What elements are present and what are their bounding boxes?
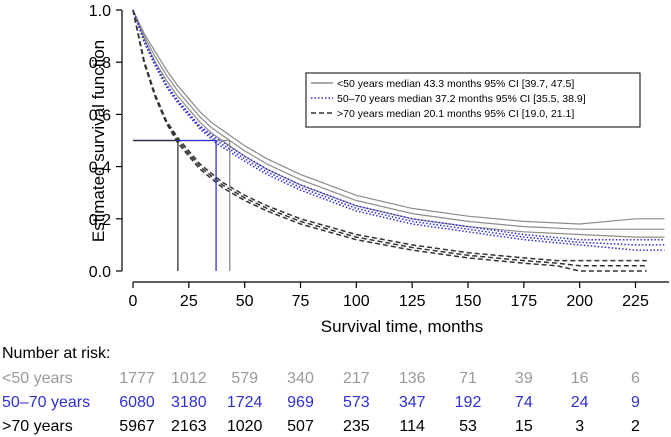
risk-row-label: <50 years (2, 370, 73, 387)
y-tick-label: 0.4 (89, 160, 111, 177)
risk-count: 15 (515, 418, 533, 435)
x-axis-title: Survival time, months (321, 317, 484, 336)
x-tick-label: 150 (455, 293, 482, 310)
risk-row-label: >70 years (2, 418, 73, 435)
y-tick-label: 1.0 (89, 3, 111, 20)
risk-count: 2163 (171, 418, 207, 435)
y-ticks: 0.0 0.2 0.4 0.6 0.8 1.0 (89, 3, 122, 281)
survival-curve (132, 9, 647, 267)
risk-count: 1777 (119, 370, 155, 387)
x-tick-label: 25 (180, 293, 198, 310)
legend-label: <50 years median 43.3 months 95% CI [39.… (337, 78, 574, 90)
legend: <50 years median 43.3 months 95% CI [39.… (305, 72, 641, 128)
survival-curve (132, 9, 665, 230)
legend-label: >70 years median 20.1 months 95% CI [19.… (337, 108, 574, 120)
survival-ci-curve (132, 9, 665, 238)
risk-count: 71 (459, 370, 477, 387)
y-tick-label: 0.2 (89, 212, 111, 229)
survival-curve (132, 9, 665, 246)
x-tick-label: 50 (236, 293, 254, 310)
x-tick-label: 100 (343, 293, 370, 310)
risk-count: 5967 (119, 418, 155, 435)
x-tick-label: 0 (129, 293, 138, 310)
risk-count: 507 (287, 418, 314, 435)
y-tick-label: 0.0 (89, 264, 111, 281)
risk-count: 6080 (119, 394, 155, 411)
y-tick-label: 0.8 (89, 55, 111, 72)
plot-area (132, 9, 665, 272)
risk-count: 969 (287, 394, 314, 411)
legend-box (305, 72, 641, 128)
risk-count: 1724 (227, 394, 263, 411)
risk-count: 74 (515, 394, 533, 411)
risk-count: 1020 (227, 418, 263, 435)
risk-count: 340 (287, 370, 314, 387)
survival-ci-curve (132, 9, 665, 225)
risk-table-title: Number at risk: (2, 345, 110, 362)
x-tick-label: 175 (510, 293, 537, 310)
risk-count: 1012 (171, 370, 207, 387)
x-tick-label: 225 (622, 293, 649, 310)
risk-row-label: 50–70 years (2, 394, 90, 411)
risk-count: 235 (343, 418, 370, 435)
risk-count: 53 (459, 418, 477, 435)
risk-count: 347 (399, 394, 426, 411)
x-tick-label: 75 (292, 293, 310, 310)
risk-count: 39 (515, 370, 533, 387)
risk-count: 114 (399, 418, 425, 435)
axes (121, 10, 669, 283)
risk-count: 9 (631, 394, 640, 411)
x-tick-label: 200 (566, 293, 593, 310)
x-ticks: 0 25 50 75 100 125 150 175 200 225 (129, 282, 649, 310)
risk-table: <50 years 1777 1012 579 340 217 136 71 39 16 650–7… (2, 370, 640, 435)
y-axis-title: Estimated survival function (89, 40, 108, 242)
risk-count: 192 (455, 394, 482, 411)
legend-label: 50–70 years median 37.2 months 95% CI [3… (337, 93, 586, 105)
risk-count: 16 (571, 370, 589, 387)
x-tick-label: 125 (399, 293, 426, 310)
risk-count: 3 (575, 418, 584, 435)
risk-count: 3180 (171, 394, 207, 411)
risk-count: 24 (571, 394, 589, 411)
y-tick-label: 0.6 (89, 107, 111, 124)
median-reference-lines (133, 139, 231, 271)
risk-count: 2 (631, 418, 640, 435)
survival-ci-curve (132, 9, 665, 251)
risk-count: 573 (343, 394, 370, 411)
risk-count: 136 (399, 370, 426, 387)
risk-count: 6 (631, 370, 640, 387)
risk-count: 579 (231, 370, 258, 387)
risk-count: 217 (343, 370, 370, 387)
